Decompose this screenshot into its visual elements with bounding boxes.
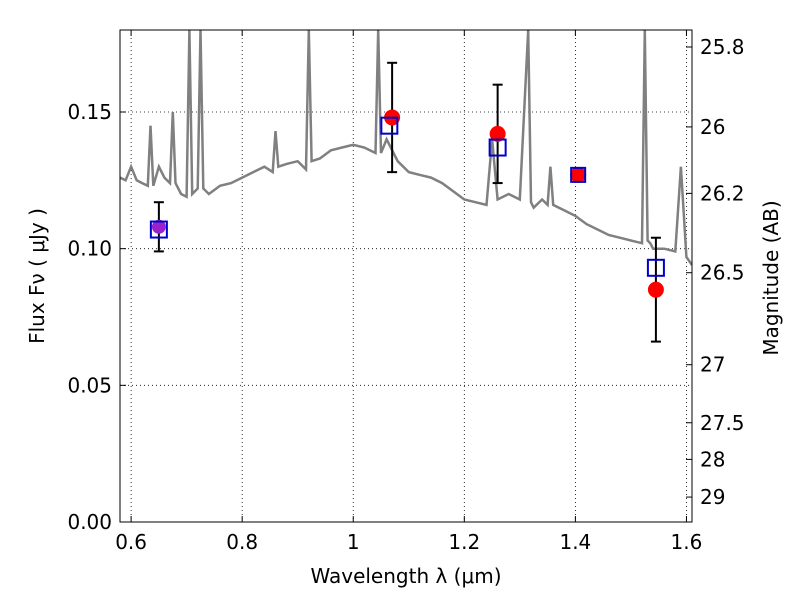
y-axis-title: Flux Fν ( μJy ) [25, 208, 49, 344]
y-axis-right-title: Magnitude (AB) [759, 200, 783, 355]
model-square [380, 116, 399, 135]
observed-point [647, 281, 664, 298]
y-tick-label: 0.00 [67, 510, 112, 534]
x-axis-title: Wavelength λ (μm) [310, 564, 501, 588]
plot-frame [119, 29, 693, 523]
x-tick-label: 0.8 [226, 530, 258, 554]
y-tick-label: 0.10 [67, 237, 112, 261]
magnitude-tick-label: 27.5 [700, 411, 745, 435]
plot-area [120, 30, 692, 343]
x-tick-label: 0.6 [115, 530, 147, 554]
magnitude-tick-label: 29 [700, 485, 725, 509]
template-spectrum-line [120, 30, 692, 266]
y-tick-label: 0.15 [67, 100, 112, 124]
magnitude-tick-label: 27 [700, 353, 725, 377]
magnitude-tick-label: 26.5 [700, 261, 745, 285]
model-square [646, 258, 665, 277]
axes: 0.6 0.8 1 1.2 1.4 1.6 0.00 0.05 0.10 0.15 25.8 26 26… [67, 30, 745, 554]
magnitude-tick-label: 28 [700, 447, 725, 471]
x-tick-label: 1.4 [559, 530, 591, 554]
model-square [149, 220, 168, 239]
model-square [570, 166, 587, 183]
x-tick-label: 1 [347, 530, 360, 554]
observed-point [151, 219, 166, 234]
magnitude-tick-label: 25.8 [700, 35, 745, 59]
y-tick-label: 0.05 [67, 373, 112, 397]
observed-point [489, 125, 506, 142]
magnitude-tick-label: 26.2 [700, 181, 745, 205]
magnitude-tick-label: 26 [700, 115, 725, 139]
x-tick-label: 1.6 [671, 530, 703, 554]
model-square [488, 138, 507, 157]
observed-point [570, 166, 587, 183]
x-tick-label: 1.2 [448, 530, 480, 554]
